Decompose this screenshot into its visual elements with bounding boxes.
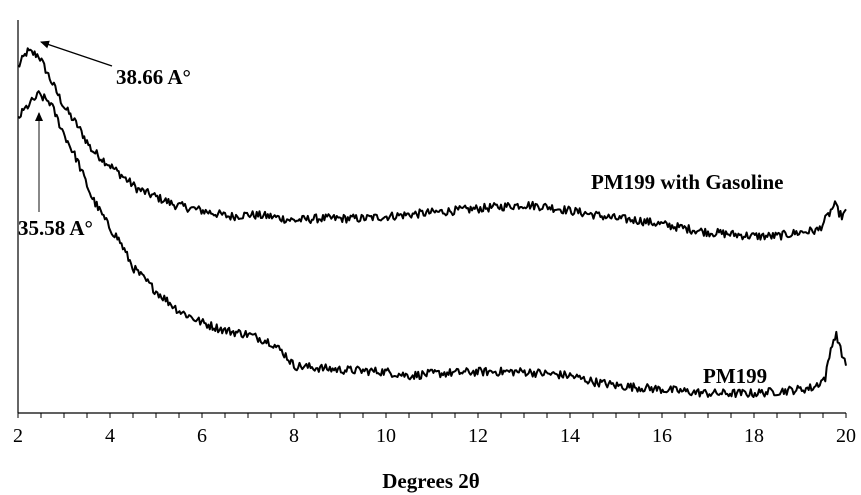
x-tick-label: 10 (376, 425, 396, 447)
annotation-layer: 38.66 A° 35.58 A° PM199 with Gasoline PM… (18, 40, 784, 388)
x-tick-label: 20 (836, 425, 856, 447)
x-tick-label: 16 (652, 425, 672, 447)
annotation-arrow-38-66 (40, 40, 113, 67)
x-tick-label: 18 (744, 425, 764, 447)
series-label-pm199: PM199 (703, 364, 767, 388)
annotation-38-66: 38.66 A° (116, 65, 191, 89)
x-tick-label: 4 (105, 425, 115, 447)
x-tick-label: 14 (560, 425, 580, 447)
x-tick-label: 6 (197, 425, 207, 447)
x-tick-label: 12 (468, 425, 488, 447)
annotation-35-58: 35.58 A° (18, 216, 93, 240)
x-tick-label: 8 (289, 425, 299, 447)
x-axis: 2 4 6 8 10 12 14 16 18 20 (13, 20, 856, 447)
series-line-pm199 (17, 90, 847, 398)
series-layer (17, 47, 847, 398)
x-axis-title: Degrees 2θ (382, 469, 479, 493)
series-label-pm199-gasoline: PM199 with Gasoline (591, 170, 784, 194)
series-line-pm199-gasoline (17, 47, 847, 241)
x-tick-label: 2 (13, 425, 23, 447)
